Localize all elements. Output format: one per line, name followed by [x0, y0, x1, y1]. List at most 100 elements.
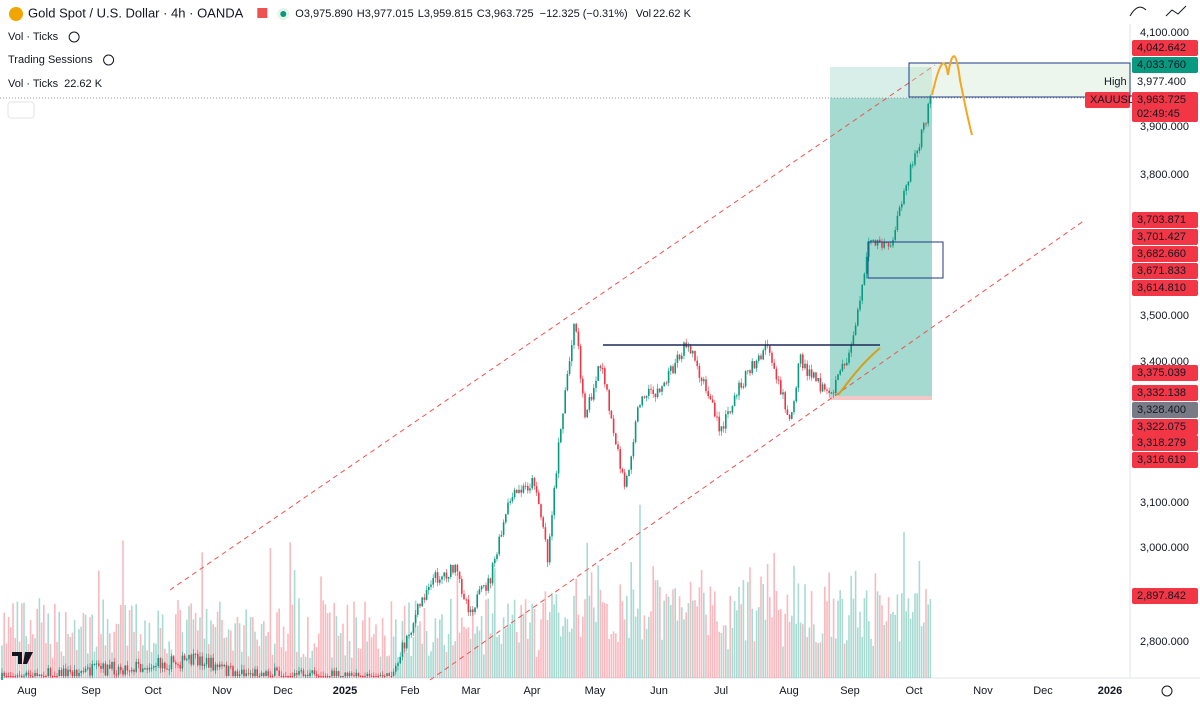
- candle: [775, 368, 778, 380]
- candle: [436, 572, 439, 583]
- volume-bar: [370, 637, 373, 678]
- icon[interactable]: [1129, 6, 1147, 17]
- volume-bar: [10, 627, 12, 678]
- candle: [674, 362, 676, 374]
- candle: [876, 239, 879, 246]
- candle: [623, 472, 626, 487]
- candle: [219, 664, 221, 668]
- volume-bar: [593, 607, 595, 678]
- candle: [236, 671, 239, 676]
- volume-bar: [225, 637, 228, 678]
- settings-icon[interactable]: [1161, 685, 1173, 697]
- volume-bar: [874, 573, 877, 678]
- candle: [808, 369, 811, 376]
- candle: [758, 355, 760, 361]
- volume-bar: [21, 603, 23, 678]
- price-tag: 3,963.725: [1137, 94, 1186, 106]
- volume-bar: [439, 619, 441, 678]
- candle: [302, 670, 305, 676]
- volume-bar: [80, 626, 82, 678]
- price-tag: 3,671.833: [1137, 265, 1186, 277]
- candle: [238, 674, 241, 676]
- price-tag-bg: [1132, 74, 1198, 90]
- candle: [617, 444, 619, 450]
- candle: [923, 123, 925, 130]
- toolbar[interactable]: [1098, 0, 1200, 24]
- volume-bar: [623, 619, 626, 678]
- candle: [172, 656, 175, 663]
- candle: [654, 393, 657, 398]
- candle: [122, 670, 124, 675]
- collapse-button[interactable]: [7, 101, 35, 119]
- candle: [390, 676, 393, 677]
- candle: [542, 517, 544, 528]
- candle: [786, 409, 789, 415]
- candle: [784, 392, 786, 410]
- price-label: 3,100.000: [1140, 497, 1189, 509]
- volume-bar: [82, 612, 85, 678]
- candle: [278, 670, 280, 676]
- candle: [348, 673, 351, 676]
- candle: [683, 342, 685, 356]
- candle: [128, 670, 131, 672]
- candle: [252, 673, 254, 676]
- icon[interactable]: [1165, 5, 1187, 17]
- time-label: Oct: [905, 685, 922, 697]
- candle: [652, 389, 654, 394]
- volume-bar: [531, 603, 533, 678]
- volume-bar: [183, 654, 186, 678]
- candle: [320, 676, 322, 677]
- volume-bar: [186, 619, 188, 678]
- candle: [247, 673, 250, 675]
- volume-bar: [859, 611, 861, 678]
- volume-bar: [652, 566, 654, 678]
- candle: [95, 663, 98, 665]
- candle: [502, 522, 505, 535]
- price-label: 3,900.000: [1140, 121, 1189, 133]
- candle: [34, 673, 36, 676]
- volume-bar: [478, 630, 481, 678]
- candle: [210, 657, 212, 668]
- candle: [711, 399, 714, 403]
- volume-bar: [738, 586, 740, 678]
- price-tag: 4,033.760: [1137, 59, 1186, 71]
- candle: [329, 676, 331, 677]
- time-label: Jul: [714, 685, 728, 697]
- ohlc-label: O: [295, 8, 304, 20]
- volume-bar: [720, 633, 723, 678]
- volume-bar: [128, 609, 131, 678]
- volume-bar: [227, 629, 230, 678]
- candle: [126, 665, 129, 671]
- candle: [777, 379, 780, 381]
- candle: [813, 372, 815, 378]
- candle: [384, 676, 386, 677]
- volume-bar: [753, 641, 756, 678]
- candle: [773, 362, 775, 369]
- candle: [452, 564, 454, 573]
- volume-bar: [819, 642, 822, 678]
- candle: [626, 476, 628, 487]
- volume-bar: [144, 620, 146, 678]
- candle: [23, 675, 25, 677]
- candle: [566, 373, 569, 391]
- candle: [100, 665, 102, 669]
- volume-bar: [485, 599, 487, 678]
- volume-bar: [773, 552, 775, 678]
- stop-zone: [830, 396, 932, 400]
- price-tag-bg: [1132, 92, 1198, 108]
- candle: [881, 242, 883, 248]
- candle: [104, 663, 107, 676]
- volume-bar: [731, 627, 734, 678]
- volume-bar: [718, 631, 720, 678]
- volume-bar: [447, 633, 450, 678]
- candle: [472, 609, 474, 613]
- price-tag: 3,328.400: [1137, 404, 1186, 416]
- candle: [443, 572, 445, 577]
- candle: [109, 664, 111, 669]
- candle: [716, 416, 718, 418]
- target-zone: [830, 67, 932, 98]
- volume-bar: [725, 625, 727, 678]
- volume-bar: [788, 621, 791, 678]
- volume-bar: [326, 613, 329, 678]
- candle: [747, 370, 749, 372]
